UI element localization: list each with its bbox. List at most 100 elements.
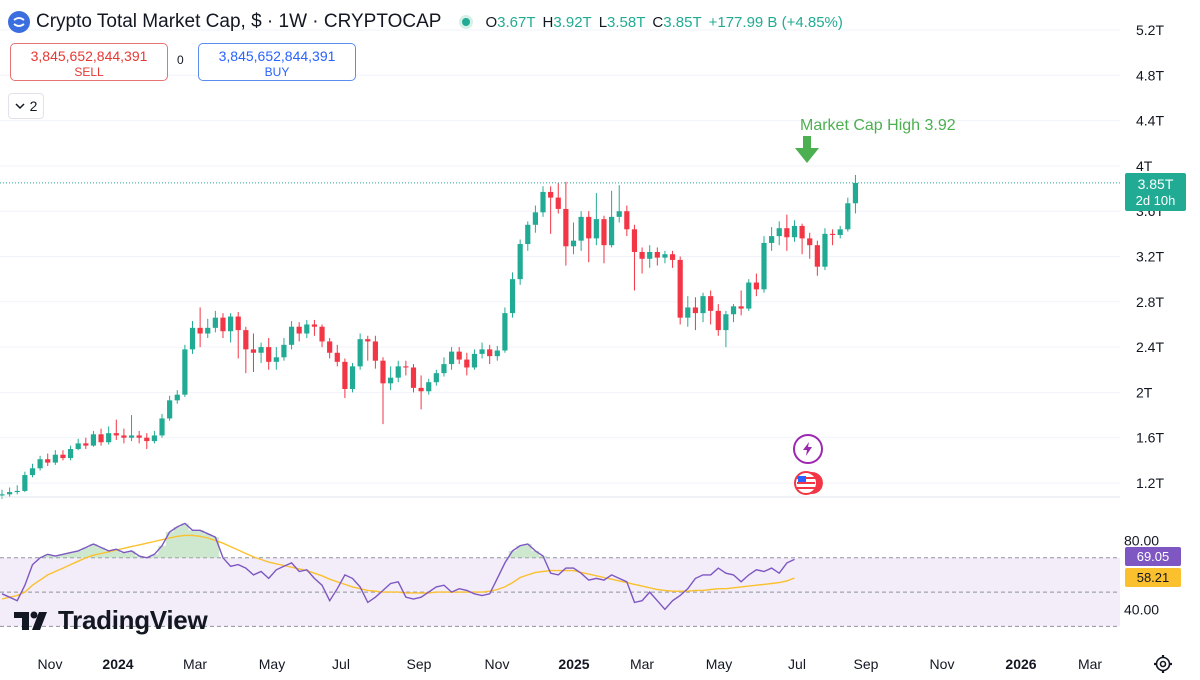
candle-body [205,327,211,334]
candle-body [197,327,203,334]
candle-body [441,364,447,374]
candle-body [708,296,714,311]
market-cap-high-annotation[interactable]: Market Cap High 3.92 [800,117,956,134]
candle-body [845,203,851,230]
candle-body [403,366,409,368]
candle-body [410,367,417,388]
candle-body [593,219,599,239]
candle-body [654,251,660,258]
candle-body [479,349,485,354]
sell-price: 3,845,652,844,391 [30,48,148,64]
rsi-line [1,522,795,611]
candle-body [837,229,843,235]
candle-body [228,316,234,332]
high-value: 3.92T [553,13,592,31]
rsi-axis[interactable]: 80.00 40.00 [1124,533,1159,618]
time-tick-label: Nov [930,656,955,672]
last-price-value: 3.85T [1137,176,1174,192]
candle-body [83,443,89,446]
spread-value: 0 [177,53,184,67]
candle-body [662,254,668,258]
candle-body [372,341,378,361]
buy-label: BUY [264,65,290,79]
candle-body [563,208,569,247]
crypto-cap-icon[interactable] [8,11,30,33]
price-tick-label: 4T [1136,158,1153,174]
us-flag-event-icon[interactable] [793,468,823,498]
indicators-count: 2 [29,98,38,114]
candle-body [624,211,630,230]
close-key: C [652,13,664,31]
candle-body [456,351,462,360]
candle-body [357,339,363,367]
buy-button[interactable]: 3,845,652,844,391 BUY [198,43,356,81]
candle-body [525,224,531,245]
bar-countdown: 2d 10h [1135,193,1176,208]
candle-body [814,245,820,267]
arrow-down-icon [795,136,819,163]
chart-header: Crypto Total Market Cap, $ · 1W · CRYPTO… [8,9,843,35]
live-status-icon[interactable] [459,15,474,29]
tradingview-logo-icon [14,611,47,630]
candle-body [121,435,127,438]
last-price-tag: 3.85T 2d 10h [1125,173,1186,211]
indicators-toggle[interactable]: 2 [8,93,44,119]
candle-body [609,216,615,246]
open-value: 3.67T [497,13,536,31]
candle-body [784,228,790,238]
time-axis[interactable]: Nov 2024 Mar May Jul Sep Nov 2025 Mar May Jul Sep No… [38,656,1103,672]
candle-body [776,228,782,237]
price-tick-label: 2.8T [1136,294,1164,310]
candle-body [45,459,51,463]
candle-body [433,373,439,383]
candle-body [52,454,58,463]
candle-body [647,251,653,259]
sell-label: SELL [74,65,104,79]
price-grid [0,29,1120,484]
price-tick-label: 4.4T [1136,113,1164,129]
candle-body [243,330,249,350]
candle-body [540,191,546,213]
lightning-event-icon[interactable] [793,434,823,464]
candle-body [807,238,813,246]
low-key: L [598,13,608,31]
time-tick-label: Nov [38,656,63,672]
candle-body [182,349,188,395]
candle-body [327,341,333,353]
candle-body [258,347,264,353]
time-tick-label: Sep [854,656,879,672]
sell-button[interactable]: 3,845,652,844,391 SELL [10,43,168,81]
symbol-title[interactable]: Crypto Total Market Cap, $ · 1W · CRYPTO… [36,11,442,32]
time-tick-label: May [706,656,732,672]
candle-body [601,219,607,246]
candle-body [334,352,340,362]
candle-body [136,435,142,438]
candle-body [677,259,683,318]
candle-body [151,435,157,442]
candle-body [631,229,638,252]
price-tick-label: 2T [1136,384,1153,400]
candle-body [342,361,348,390]
candle-body [67,449,74,459]
close-value: 3.85T [663,13,702,31]
candle-body [0,494,5,496]
high-key: H [542,13,554,31]
settings-gear-icon[interactable] [1153,654,1173,674]
rsi-value-tag: 69.05 [1125,547,1181,566]
candle-body [509,279,516,314]
candle-body [517,244,523,280]
candle-body [692,307,699,314]
tradingview-logo[interactable]: TradingView [14,605,208,636]
rsi-ma-value-tag: 58.21 [1125,568,1181,587]
candle-body [29,468,36,476]
time-tick-label: 2026 [1005,656,1036,672]
open-key: O [485,13,498,31]
price-tick-label: 5.2T [1136,22,1164,38]
candle-body [189,327,196,350]
price-tick-label: 2.4T [1136,339,1164,355]
candle-body [487,349,493,357]
low-value: 3.58T [607,13,646,31]
candle-body [235,316,241,331]
